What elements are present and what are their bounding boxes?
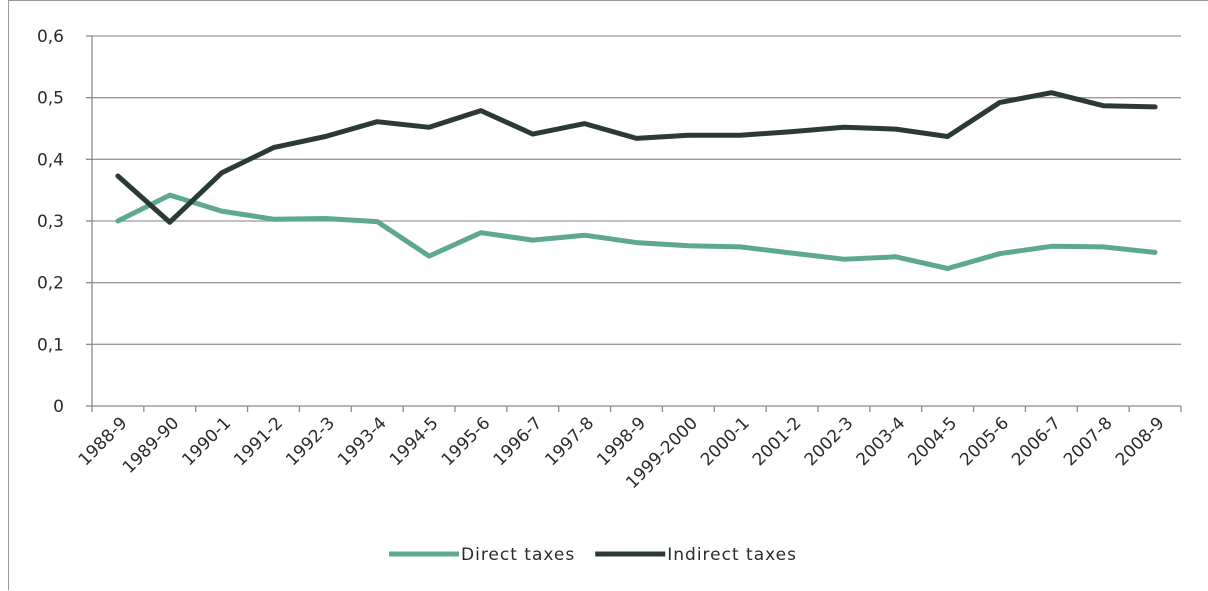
x-tick-label: 2006-7 [1008,413,1065,470]
x-tick-label: 1996-7 [490,413,547,470]
chart-frame: 0 0,1 0,2 0,3 0,4 0,5 0,6 1988-9 1989-90 1990-1 1… [8,0,1208,590]
x-tick-label: 1989-90 [119,413,183,477]
x-tick-label: 2000-1 [697,413,754,470]
x-tick-label: 1997-8 [541,413,598,470]
x-tick-label: 1994-5 [386,413,443,470]
x-tick-label: 1993-4 [334,413,391,470]
series-line-direct-taxes [115,192,1158,271]
y-axis: 0 0,1 0,2 0,3 0,4 0,5 0,6 [37,27,93,417]
x-tick-label: 2002-3 [801,413,858,470]
x-tick-label: 1991-2 [230,413,287,470]
y-tick-label: 0,4 [37,150,64,170]
x-tick-label: 1992-3 [282,413,339,470]
series-layer [115,90,1158,271]
y-tick-label: 0,1 [37,335,64,355]
x-tick-label: 2003-4 [853,413,910,470]
y-tick-label: 0 [53,397,64,417]
y-tick-label: 0,3 [37,212,64,232]
legend: Direct taxes Indirect taxes [389,545,797,565]
line-chart: 0 0,1 0,2 0,3 0,4 0,5 0,6 1988-91989-901990-11… [37,27,1182,565]
grid-lines [92,35,1181,345]
x-tick-label: 2007-8 [1060,413,1117,470]
legend-label-direct-taxes: Direct taxes [461,545,575,565]
x-tick-label: 2005-6 [956,413,1013,470]
y-tick-label: 0,6 [37,27,64,47]
y-tick-label: 0,5 [37,89,64,109]
x-tick-label: 2001-2 [749,413,806,470]
x-tick-label: 2008-9 [1112,413,1169,470]
x-axis: 1988-91989-901990-11991-21992-31993-4199… [75,405,1182,493]
y-tick-label: 0,2 [37,274,64,294]
series-line-indirect-taxes [115,90,1158,225]
x-tick-label: 1995-6 [438,413,495,470]
x-tick-label: 1990-1 [178,413,235,470]
x-tick-label: 2004-5 [904,413,961,470]
legend-label-indirect-taxes: Indirect taxes [667,545,797,565]
